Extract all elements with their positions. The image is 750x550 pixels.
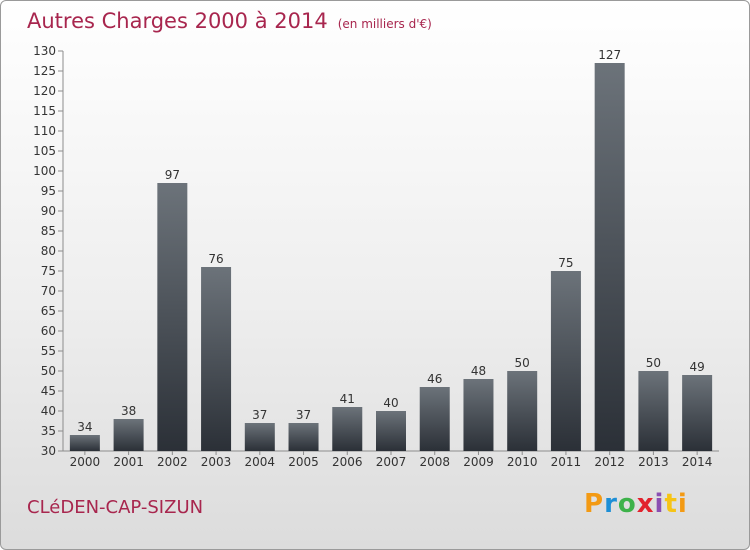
bar-value-label: 75 [558, 256, 573, 270]
bar-value-label: 97 [165, 168, 180, 182]
bar-value-label: 48 [471, 364, 486, 378]
bar-value-label: 37 [252, 408, 267, 422]
y-tick-label: 60 [41, 324, 56, 338]
bar-value-label: 40 [383, 396, 398, 410]
x-tick-label: 2011 [551, 455, 582, 469]
bar [244, 423, 275, 451]
x-tick-label: 2003 [201, 455, 232, 469]
logo-letter: o [617, 489, 637, 519]
y-tick-label: 55 [41, 344, 56, 358]
y-tick-label: 30 [41, 444, 56, 458]
bar [682, 375, 713, 451]
x-tick-label: 2013 [638, 455, 669, 469]
y-tick-label: 130 [33, 44, 56, 58]
x-tick-label: 2007 [376, 455, 407, 469]
bar [332, 407, 363, 451]
bar-value-label: 41 [340, 392, 355, 406]
bar-value-label: 34 [77, 420, 92, 434]
y-tick-label: 90 [41, 204, 56, 218]
y-tick-label: 70 [41, 284, 56, 298]
x-tick-label: 2005 [288, 455, 319, 469]
x-tick-label: 2002 [157, 455, 188, 469]
x-tick-label: 2009 [463, 455, 494, 469]
y-tick-label: 35 [41, 424, 56, 438]
proxiti-logo: Proxiti [584, 489, 688, 519]
bar [201, 267, 232, 451]
x-tick-label: 2012 [594, 455, 625, 469]
logo-letter: x [636, 489, 655, 519]
data-labels: 34 38 97 76 37 37 41 40 46 48 50 75 127 50 49 [77, 48, 705, 434]
y-tick-label: 110 [33, 124, 56, 138]
logo-letter: t [664, 489, 678, 519]
y-tick-label: 80 [41, 244, 56, 258]
x-tick-label: 2014 [682, 455, 713, 469]
bar [638, 371, 669, 451]
axes: 30 35 40 45 50 55 60 65 70 75 80 85 90 95 100 105 110 115… [33, 44, 719, 469]
y-tick-label: 45 [41, 384, 56, 398]
y-tick-label: 40 [41, 404, 56, 418]
logo-letter: i [677, 489, 688, 519]
chart-title: Autres Charges 2000 à 2014 [27, 9, 328, 33]
bar-value-label: 50 [646, 356, 661, 370]
bar [288, 423, 319, 451]
logo-letter: P [584, 489, 605, 519]
bar [157, 183, 188, 451]
chart-unit: (en milliers d'€) [337, 17, 432, 31]
bar-value-label: 38 [121, 404, 136, 418]
y-tick-label: 85 [41, 224, 56, 238]
bar-value-label: 49 [689, 360, 704, 374]
bar-value-label: 76 [208, 252, 223, 266]
bar [69, 435, 100, 451]
x-tick-label: 2010 [507, 455, 538, 469]
y-tick-label: 115 [33, 104, 56, 118]
x-tick-label: 2006 [332, 455, 363, 469]
y-tick-label: 95 [41, 184, 56, 198]
bar [550, 271, 581, 451]
x-tick-label: 2004 [245, 455, 276, 469]
y-tick-label: 100 [33, 164, 56, 178]
x-tick-label: 2000 [70, 455, 101, 469]
y-tick-label: 75 [41, 264, 56, 278]
y-tick-label: 105 [33, 144, 56, 158]
x-tick-label: 2008 [419, 455, 450, 469]
bar [594, 63, 625, 451]
chart-title-block: Autres Charges 2000 à 2014 (en milliers d… [27, 9, 432, 33]
bar-value-label: 127 [598, 48, 621, 62]
bar [463, 379, 494, 451]
y-tick-label: 120 [33, 84, 56, 98]
bar [376, 411, 406, 451]
town-name: CLéDEN-CAP-SIZUN [27, 497, 204, 518]
bar [113, 419, 144, 451]
bars [69, 63, 713, 451]
y-tick-label: 65 [41, 304, 56, 318]
bar [419, 387, 450, 451]
bar-value-label: 37 [296, 408, 311, 422]
bar [507, 371, 538, 451]
bar-value-label: 50 [515, 356, 530, 370]
logo-letter: i [654, 489, 665, 519]
x-tick-label: 2001 [113, 455, 144, 469]
logo-letter: r [604, 489, 618, 519]
y-tick-label: 50 [41, 364, 56, 378]
y-tick-label: 125 [33, 64, 56, 78]
bar-value-label: 46 [427, 372, 442, 386]
